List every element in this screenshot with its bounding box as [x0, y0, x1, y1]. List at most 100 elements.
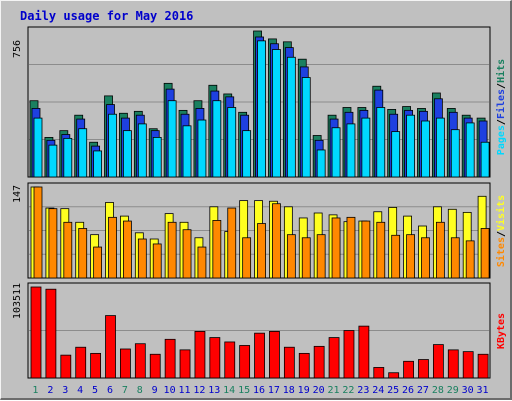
sites-bar — [242, 237, 252, 279]
kbytes-bar — [45, 288, 57, 379]
pages-bar — [227, 107, 237, 178]
day-label: 16 — [253, 385, 265, 396]
pages-bar — [257, 40, 266, 178]
day-label: 23 — [357, 385, 369, 396]
series-legend-0: Pages/Files/Hits — [495, 59, 507, 155]
kbytes-bar — [283, 346, 295, 379]
sites-bar — [197, 246, 207, 279]
kbytes-bar — [149, 353, 161, 379]
pages-bar — [123, 130, 132, 178]
kbytes-bar — [328, 337, 340, 379]
sites-bar — [123, 220, 132, 279]
day-labels: 1 2 3 4 5 6 7 8 9 10 11 12 13 14 15 16 17 18 19 20 21 22 23 24 2… — [32, 385, 488, 396]
kbytes-bar — [194, 331, 206, 379]
day-label: 31 — [477, 385, 489, 396]
pages-bar — [346, 123, 356, 178]
pages-bar — [391, 131, 401, 178]
sites-bar — [346, 216, 356, 279]
pages-bar — [48, 144, 58, 178]
day-label: 2 — [47, 385, 53, 396]
day-label: 5 — [92, 385, 98, 396]
sites-bar — [480, 228, 490, 279]
kbytes-bar — [298, 352, 310, 379]
sites-bar — [406, 234, 415, 279]
chart-title: Daily usage for May 2016 — [20, 9, 193, 23]
sites-bar — [421, 237, 430, 279]
pages-bar — [152, 137, 162, 178]
pages-bar — [316, 149, 326, 178]
kbytes-bar — [462, 351, 474, 379]
kbytes-bar — [358, 325, 370, 379]
kbytes-bar — [75, 346, 87, 379]
visits-axis-max-label: 147 — [12, 185, 23, 203]
day-label: 21 — [327, 385, 339, 396]
pages-bar — [331, 127, 341, 178]
pages-bar — [167, 100, 177, 178]
sites-bar — [212, 220, 222, 279]
day-label: 14 — [223, 385, 235, 396]
day-label: 25 — [387, 385, 399, 396]
day-label: 24 — [372, 385, 384, 396]
kbytes-bar — [269, 331, 280, 379]
day-label: 6 — [107, 385, 113, 396]
sites-bar — [227, 207, 237, 279]
day-label: 9 — [152, 385, 158, 396]
day-label: 11 — [178, 385, 190, 396]
kbytes-axis-max-label: 103511 — [12, 283, 23, 319]
series-legend-part: Sites — [495, 237, 507, 267]
sites-bar — [435, 221, 445, 279]
day-label: 7 — [122, 385, 128, 396]
sites-bar — [137, 238, 147, 279]
bars — [29, 30, 490, 379]
day-label: 10 — [164, 385, 176, 396]
hits-axis-max-label: 756 — [12, 40, 23, 58]
day-label: 4 — [77, 385, 83, 396]
kbytes-bar — [418, 359, 429, 379]
day-label: 3 — [62, 385, 68, 396]
day-label: 13 — [208, 385, 220, 396]
kbytes-bar — [30, 286, 42, 379]
pages-bar — [406, 114, 415, 178]
kbytes-bar — [313, 345, 325, 379]
pages-bar — [480, 141, 490, 178]
series-legend-part: / — [496, 83, 507, 89]
sites-bar — [93, 246, 103, 279]
day-label: 8 — [137, 385, 143, 396]
day-label: 29 — [447, 385, 459, 396]
kbytes-bar — [134, 343, 146, 379]
sites-bar — [78, 228, 88, 279]
series-legend-1: Sites/Visits — [495, 195, 507, 267]
sites-bar — [361, 220, 371, 279]
pages-bar — [33, 117, 43, 178]
series-legend-part: Pages — [496, 125, 507, 155]
sites-bar — [286, 234, 296, 279]
sites-bar — [331, 217, 341, 279]
day-label: 19 — [298, 385, 310, 396]
pages-bar — [465, 122, 475, 178]
pages-bar — [197, 119, 207, 178]
pages-bar — [421, 120, 430, 178]
kbytes-bar — [239, 345, 251, 379]
sites-bar — [33, 186, 43, 279]
day-label: 12 — [193, 385, 205, 396]
pages-bar — [272, 49, 281, 178]
sites-bar — [272, 203, 281, 279]
day-label: 22 — [342, 385, 354, 396]
kbytes-bar — [403, 360, 414, 379]
sites-bar — [465, 240, 475, 279]
kbytes-bar — [477, 353, 489, 379]
day-label: 26 — [402, 385, 414, 396]
day-label: 17 — [268, 385, 280, 396]
sites-bar — [376, 221, 386, 279]
sites-bar — [63, 221, 73, 279]
pages-bar — [212, 100, 222, 178]
pages-bar — [286, 56, 296, 178]
sites-bar — [152, 243, 162, 279]
kbytes-bar — [209, 337, 221, 379]
series-legend-part: Files — [495, 89, 507, 119]
series-legend-2: KBytes — [496, 313, 507, 349]
pages-bar — [242, 130, 252, 178]
day-label: 20 — [313, 385, 325, 396]
kbytes-bar — [224, 341, 236, 379]
